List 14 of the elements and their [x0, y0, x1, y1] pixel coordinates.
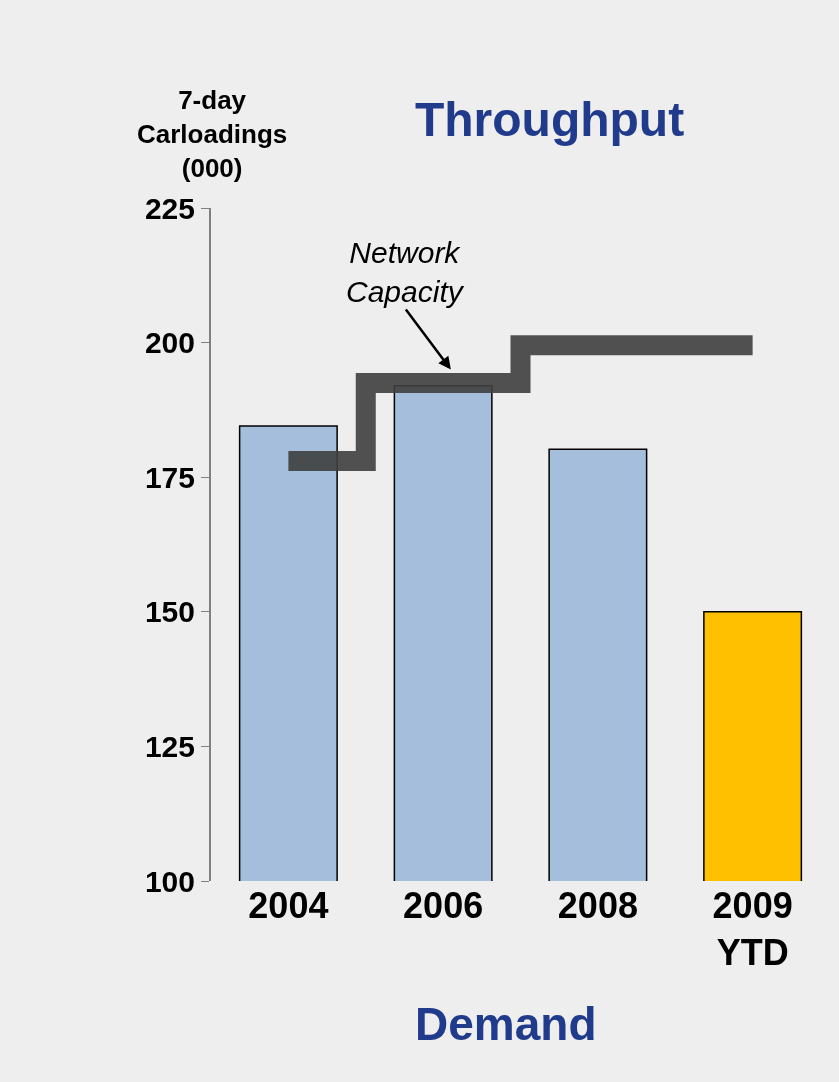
y-tick-label: 100	[144, 864, 195, 898]
y-axis-title: 7-day Carloadings (000)	[137, 85, 288, 183]
y-tick-label: 125	[144, 729, 195, 763]
x-axis-title: Demand	[415, 998, 597, 1050]
y-tick-label: 225	[144, 191, 195, 225]
text: Network Capacity	[346, 236, 465, 308]
x-tick-label: 2008	[557, 885, 638, 926]
y-tick-label: 175	[144, 460, 195, 494]
chart-title: Throughput	[414, 92, 685, 146]
x-tick-label: 2006	[403, 885, 484, 926]
x-tick-label: 2009 YTD	[712, 885, 793, 973]
x-tick-label: 2004	[248, 885, 329, 926]
y-tick-label: 150	[144, 595, 195, 629]
y-tick-label: 200	[144, 326, 195, 360]
